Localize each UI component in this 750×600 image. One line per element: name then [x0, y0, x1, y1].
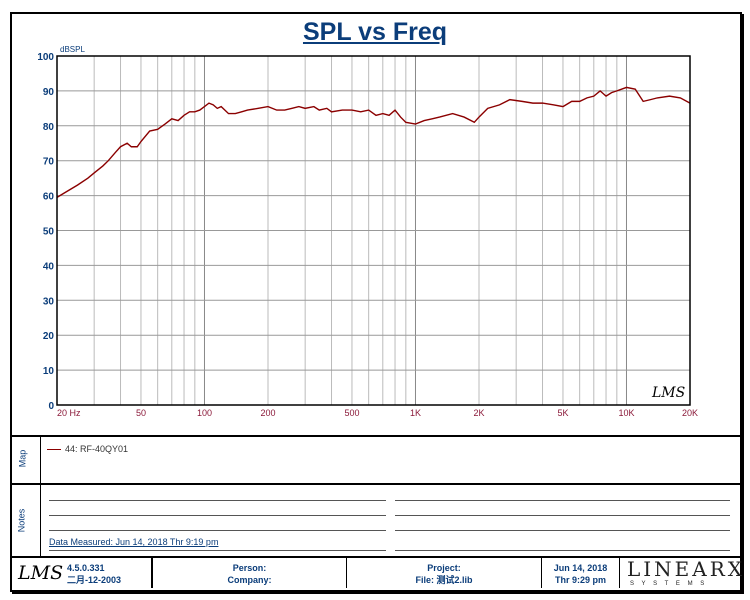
- date-cell: Jun 14, 2018 Thr 9:29 pm: [542, 558, 620, 588]
- version-cell: 4.5.0.331 二月-12-2003: [60, 558, 152, 588]
- note-line: [49, 530, 386, 531]
- project: Project:: [427, 563, 461, 573]
- linearx-logo: LINEARX: [627, 557, 746, 581]
- legend-swatch: [47, 449, 61, 450]
- notes-divider: [10, 483, 742, 485]
- person: Person:: [232, 563, 267, 573]
- y-tick-label: 80: [43, 122, 55, 133]
- x-tick-label: 500: [344, 408, 359, 418]
- y-tick-label: 90: [43, 87, 55, 98]
- person-cell: Person: Company:: [152, 558, 347, 588]
- note-line: [49, 515, 386, 516]
- y-tick-label: 0: [48, 401, 54, 412]
- x-tick-label: 200: [260, 408, 275, 418]
- series-line: [56, 86, 691, 198]
- note-line: [395, 500, 730, 501]
- note-line: [395, 515, 730, 516]
- version: 4.5.0.331: [67, 563, 105, 573]
- plot-border: [56, 55, 691, 406]
- map-side: Map: [10, 437, 41, 483]
- build-date: 二月-12-2003: [67, 575, 122, 585]
- y-tick-label: 30: [43, 296, 55, 307]
- y-tick-label: 70: [43, 157, 55, 168]
- legend-entry[interactable]: 44: RF-40QY01: [65, 444, 129, 454]
- notes-side: Notes: [10, 485, 41, 557]
- notes-label: Notes: [16, 508, 27, 533]
- y-tick-label: 20: [43, 331, 55, 342]
- date: Jun 14, 2018: [553, 563, 608, 573]
- page-frame: [10, 12, 742, 592]
- chart-title: SPL vs Freq: [302, 18, 448, 46]
- x-tick-label: 5K: [557, 408, 568, 418]
- note-line: [49, 550, 386, 551]
- lms-logo: LMS: [18, 562, 64, 584]
- note-line: [395, 550, 730, 551]
- y-tick-label: 50: [43, 227, 55, 238]
- project-cell: Project: File: 测试2.lib: [347, 558, 542, 588]
- x-tick-label: 50: [136, 408, 146, 418]
- y-axis-label: dBSPL: [60, 45, 85, 54]
- time: Thr 9:29 pm: [554, 575, 606, 585]
- y-tick-label: 60: [43, 192, 55, 203]
- company: Company:: [227, 575, 272, 585]
- x-tick-label: 2K: [473, 408, 484, 418]
- linearx-sub: S Y S T E M S: [630, 581, 708, 587]
- map-label: Map: [17, 449, 28, 468]
- data-measured: Data Measured: Jun 14, 2018 Thr 9:19 pm: [49, 537, 219, 547]
- x-tick-label: 10K: [618, 408, 634, 418]
- spl-chart: 0 10 20 30 40 50 60 70 80 90 100 20 Hz 50 100 200 500 1K…: [37, 45, 698, 418]
- file: File: 测试2.lib: [415, 575, 473, 585]
- plot-lms-logo: LMS: [651, 385, 685, 401]
- y-tick-label: 40: [43, 261, 55, 272]
- y-tick-label: 100: [37, 52, 54, 63]
- footer-divider: [10, 556, 742, 558]
- note-line: [49, 500, 386, 501]
- note-line: [395, 530, 730, 531]
- x-tick-label: 100: [197, 408, 212, 418]
- y-tick-label: 10: [43, 366, 55, 377]
- x-tick-label: 20K: [682, 408, 698, 418]
- x-tick-label: 1K: [410, 408, 421, 418]
- x-tick-label: 20 Hz: [57, 408, 81, 418]
- map-divider: [10, 435, 742, 437]
